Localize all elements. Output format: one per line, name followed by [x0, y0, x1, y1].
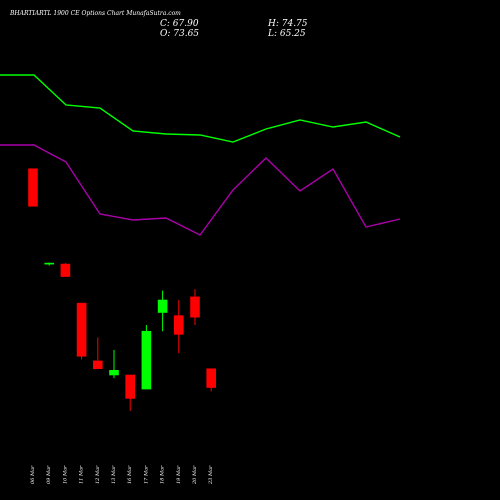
x-tick-label: 09 Mar [46, 465, 52, 484]
x-tick-label: 16 Mar [127, 465, 133, 484]
chart-title: BHARTIARTL 1900 CE Options Chart MunafaS… [10, 10, 181, 17]
candle-body [174, 315, 184, 335]
lower-band-line [0, 144, 401, 236]
x-tick-label: 19 Mar [176, 465, 182, 484]
close-value: C: 67.90 [160, 19, 199, 29]
low-value: L: 65.25 [268, 29, 306, 39]
candle-body [157, 299, 168, 313]
x-tick-label: 18 Mar [160, 465, 166, 484]
candle-body [93, 360, 103, 370]
x-tick-label: 17 Mar [143, 465, 149, 484]
high-value: H: 74.75 [268, 19, 308, 29]
candle-body [28, 168, 38, 207]
candle-body [141, 330, 152, 390]
candle-body [125, 374, 135, 399]
candle-body [76, 302, 87, 357]
candle-body [44, 262, 55, 265]
x-tick-label: 20 Mar [192, 465, 198, 485]
bands-layer [0, 74, 401, 236]
candle-body [206, 368, 216, 388]
candles-layer [28, 168, 216, 411]
upper-band-line [0, 74, 401, 143]
x-tick-label: 06 Mar [30, 465, 36, 484]
candle-body [60, 263, 71, 277]
x-tick-label: 23 Mar [208, 465, 214, 485]
x-tick-label: 12 Mar [95, 465, 101, 484]
x-tick-label: 10 Mar [62, 465, 68, 484]
candle-body [109, 370, 119, 376]
open-value: O: 73.65 [160, 29, 200, 39]
x-axis: 06 Mar 09 Mar 10 Mar 11 Mar 12 Mar 13 Mar 16 M… [30, 465, 214, 485]
x-tick-label: 13 Mar [111, 465, 117, 484]
x-tick-label: 11 Mar [79, 465, 85, 484]
candle-body [190, 296, 200, 318]
